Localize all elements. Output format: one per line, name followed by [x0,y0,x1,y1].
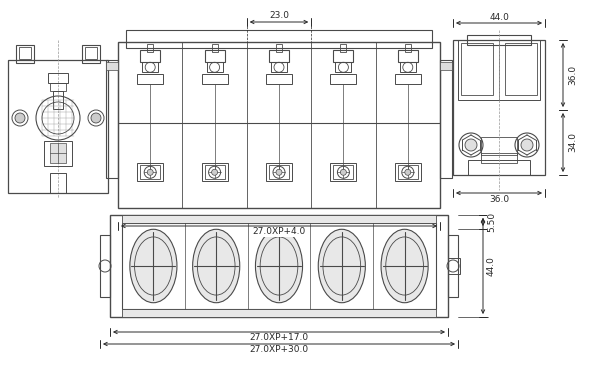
Bar [100,235,110,297]
Circle shape [405,169,411,175]
Bar [147,44,153,52]
Circle shape [147,169,153,175]
Bar [398,50,418,62]
Bar [142,62,158,72]
Text: 23.0: 23.0 [269,12,289,20]
Bar [85,47,97,59]
Bar [271,62,287,72]
Bar [19,47,31,59]
Bar [122,215,436,223]
Bar [395,163,421,181]
Bar [440,60,452,178]
Ellipse shape [256,229,302,303]
Text: 36.0: 36.0 [568,65,577,85]
Bar [126,30,432,48]
Bar [122,309,436,317]
Bar [50,143,66,163]
Bar [467,35,531,45]
Bar [122,223,436,309]
Text: 27.0XP+30.0: 27.0XP+30.0 [250,345,308,355]
Text: 44.0: 44.0 [489,13,509,22]
Bar [448,258,460,274]
Bar [269,165,289,179]
Bar [400,62,416,72]
Bar [50,173,66,193]
Bar [140,50,160,62]
Bar [110,215,448,317]
Bar [398,165,418,179]
Bar [335,62,352,72]
Bar [440,62,452,70]
Bar [118,42,440,208]
Bar [481,153,517,163]
Bar [202,163,227,181]
Bar [458,40,540,100]
Circle shape [521,139,533,151]
Bar [137,74,163,84]
Text: 44.0: 44.0 [487,256,496,276]
Bar [331,163,356,181]
Bar [16,45,34,63]
Ellipse shape [381,229,428,303]
Bar [505,43,537,95]
Bar [202,74,227,84]
Bar [50,83,66,91]
Bar [53,91,63,109]
Bar [266,163,292,181]
Bar [8,60,108,193]
Bar [461,43,493,95]
Bar [205,50,224,62]
Bar [137,163,163,181]
Bar [140,165,160,179]
Circle shape [465,139,477,151]
Ellipse shape [318,229,365,303]
Bar [44,141,72,166]
Bar [276,44,282,52]
Bar [395,74,421,84]
Ellipse shape [130,229,177,303]
Bar [106,62,118,70]
Bar [481,137,517,155]
Text: 5.50: 5.50 [487,212,496,232]
Text: 34.0: 34.0 [568,132,577,152]
Circle shape [212,169,218,175]
Text: 27.0XP+17.0: 27.0XP+17.0 [250,334,308,342]
Bar [205,165,224,179]
Bar [82,45,100,63]
Bar [106,60,118,178]
Bar [331,74,356,84]
Text: 27.0XP+4.0: 27.0XP+4.0 [253,227,305,236]
Bar [269,50,289,62]
Bar [334,50,353,62]
Bar [334,165,353,179]
Bar [448,235,458,297]
Ellipse shape [193,229,240,303]
Bar [340,44,346,52]
Bar [48,73,68,83]
Bar [266,74,292,84]
Circle shape [276,169,282,175]
Bar [206,62,223,72]
Bar [212,44,218,52]
Bar [453,40,545,175]
Bar [468,160,530,175]
Text: 36.0: 36.0 [489,194,509,204]
Circle shape [91,113,101,123]
Circle shape [15,113,25,123]
Circle shape [340,169,346,175]
Bar [405,44,411,52]
